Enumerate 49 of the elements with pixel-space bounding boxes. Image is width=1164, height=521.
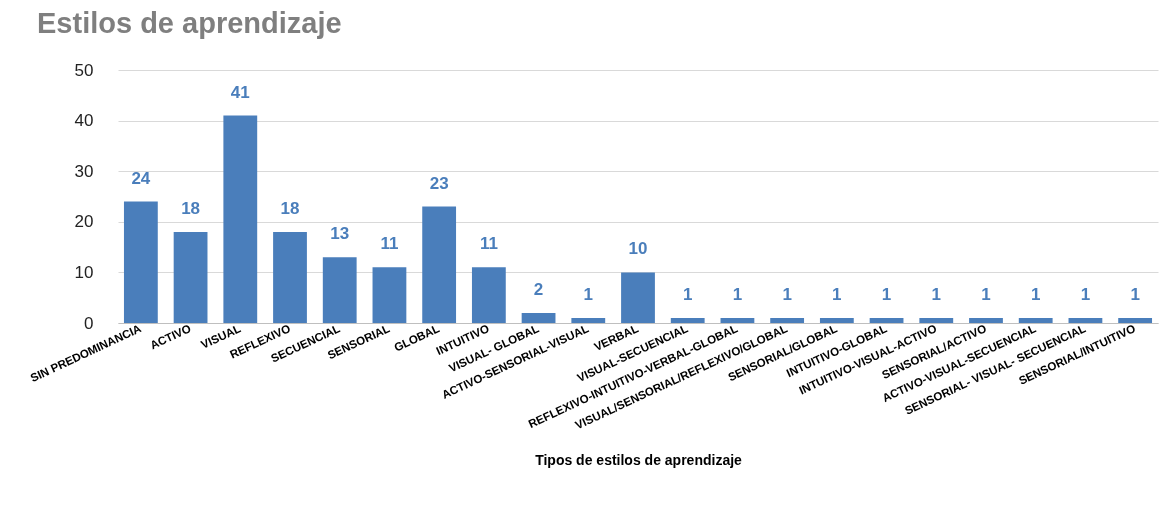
data-label: 11	[380, 234, 399, 254]
bar	[521, 312, 556, 323]
bar	[869, 317, 904, 323]
bar	[223, 115, 258, 323]
bar	[770, 317, 805, 323]
data-label: 1	[931, 284, 942, 304]
data-label: 18	[181, 198, 201, 218]
bar	[322, 257, 357, 323]
bar	[1068, 317, 1103, 323]
bar	[173, 231, 208, 323]
bar	[571, 317, 606, 323]
data-label: 1	[732, 284, 743, 304]
data-label: 1	[682, 284, 693, 304]
data-label: 18	[280, 198, 300, 218]
y-tick-label: 10	[74, 262, 94, 282]
data-label: 2	[533, 279, 544, 299]
y-tick-label: 40	[74, 111, 94, 131]
data-label: 1	[1080, 284, 1091, 304]
data-label: 1	[782, 284, 792, 304]
data-label: 1	[1030, 284, 1041, 304]
data-label: 11	[479, 234, 498, 254]
bar	[670, 317, 705, 323]
data-label: 1	[881, 284, 892, 304]
bar	[720, 317, 755, 323]
data-label: 24	[131, 168, 151, 188]
x-axis-title: Tipos de estilos de aprendizaje	[535, 451, 743, 468]
data-label: 1	[832, 284, 842, 304]
bar	[621, 272, 655, 323]
data-label: 1	[583, 284, 594, 304]
data-label: 41	[230, 82, 250, 102]
data-label: 1	[981, 284, 991, 304]
bar	[1118, 317, 1153, 323]
data-label: 10	[628, 239, 648, 259]
bar	[919, 317, 954, 323]
bar	[273, 231, 307, 323]
bar	[372, 267, 407, 323]
data-label: 1	[1130, 284, 1140, 304]
y-tick-label: 20	[74, 212, 94, 232]
chart-title: Estilos de aprendizaje	[37, 7, 342, 39]
bar	[819, 317, 854, 323]
bar	[969, 317, 1003, 323]
bar	[123, 201, 158, 323]
y-tick-label: 50	[74, 60, 94, 80]
bar	[422, 206, 457, 323]
data-label: 13	[330, 224, 350, 244]
bar	[1018, 317, 1053, 323]
y-tick-label: 30	[74, 161, 94, 181]
bar	[471, 267, 506, 323]
data-label: 23	[429, 173, 449, 193]
